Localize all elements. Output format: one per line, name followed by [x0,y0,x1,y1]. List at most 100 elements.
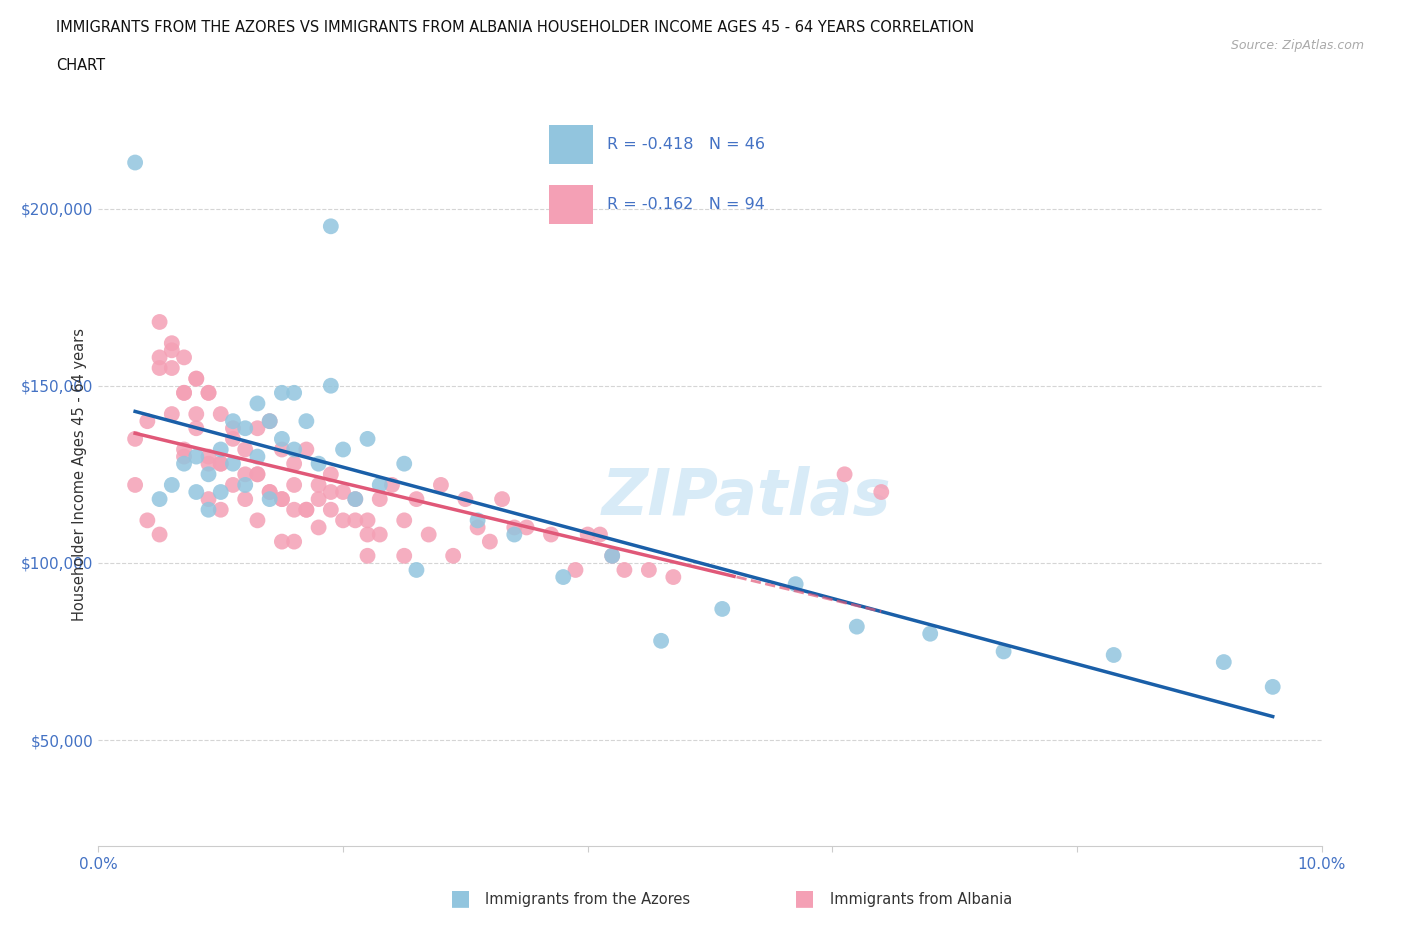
Point [785,577,807,591]
Point [149,492,172,507]
Point [564,563,586,578]
Point [209,485,232,499]
Point [222,414,245,429]
Point [186,371,208,386]
Point [405,563,427,578]
Point [186,371,208,386]
Point [392,513,416,528]
Point [233,420,256,435]
Point [283,385,305,400]
Point [600,549,623,564]
Point [222,432,245,446]
Point [283,534,305,549]
Point [845,619,868,634]
Point [993,644,1015,658]
Point [332,513,354,528]
Point [295,502,318,517]
Point [356,432,378,446]
Point [222,457,245,472]
Point [197,449,219,464]
Point [173,449,195,464]
Point [491,492,513,507]
Point [160,336,183,351]
Point [197,492,219,507]
Point [246,513,269,528]
Point [136,513,159,528]
Point [173,350,195,365]
Point [197,385,219,400]
Point [246,467,269,482]
Point [600,549,623,564]
Point [149,527,172,542]
Point [222,477,245,492]
Point [283,457,305,472]
Point [295,414,318,429]
Point [160,343,183,358]
Point [711,602,734,617]
Point [368,527,391,542]
Point [186,420,208,435]
Point [124,432,146,446]
Point [319,485,342,499]
Point [173,385,195,400]
Point [270,442,292,457]
Point [197,385,219,400]
Point [246,420,269,435]
Point [319,379,342,393]
Point [332,485,354,499]
Point [259,485,281,499]
Text: ZIPatlas: ZIPatlas [602,466,891,527]
Point [124,477,146,492]
Point [149,350,172,365]
Point [589,527,612,542]
Point [283,477,305,492]
Point [270,432,292,446]
Point [186,449,208,464]
Point [576,527,599,542]
Point [441,549,464,564]
Point [613,563,636,578]
Point [430,477,453,492]
Point [197,457,219,472]
Point [259,414,281,429]
Text: IMMIGRANTS FROM THE AZORES VS IMMIGRANTS FROM ALBANIA HOUSEHOLDER INCOME AGES 45: IMMIGRANTS FROM THE AZORES VS IMMIGRANTS… [56,20,974,35]
Point [319,467,342,482]
Point [186,485,208,499]
Point [308,492,330,507]
Point [259,485,281,499]
Point [405,492,427,507]
Point [368,477,391,492]
Point [136,414,159,429]
Point [516,520,538,535]
Point [1212,655,1234,670]
Point [197,467,219,482]
Point [270,492,292,507]
Point [356,513,378,528]
Point [478,534,501,549]
Point [540,527,562,542]
Point [295,442,318,457]
Text: Source: ZipAtlas.com: Source: ZipAtlas.com [1230,39,1364,52]
Point [454,492,477,507]
Text: ■: ■ [794,887,815,908]
Point [392,457,416,472]
Point [160,361,183,376]
Point [368,492,391,507]
Point [283,502,305,517]
Point [308,477,330,492]
Point [308,520,330,535]
Y-axis label: Householder Income Ages 45 - 64 years: Householder Income Ages 45 - 64 years [72,327,87,621]
Text: ■: ■ [450,887,471,908]
Point [920,626,942,641]
Point [834,467,856,482]
Point [197,502,219,517]
Text: Immigrants from Albania: Immigrants from Albania [830,892,1012,907]
Point [319,502,342,517]
Point [344,492,367,507]
Point [319,219,342,233]
Point [149,314,172,329]
Point [160,477,183,492]
Point [1102,647,1125,662]
Point [186,406,208,421]
Point [222,420,245,435]
